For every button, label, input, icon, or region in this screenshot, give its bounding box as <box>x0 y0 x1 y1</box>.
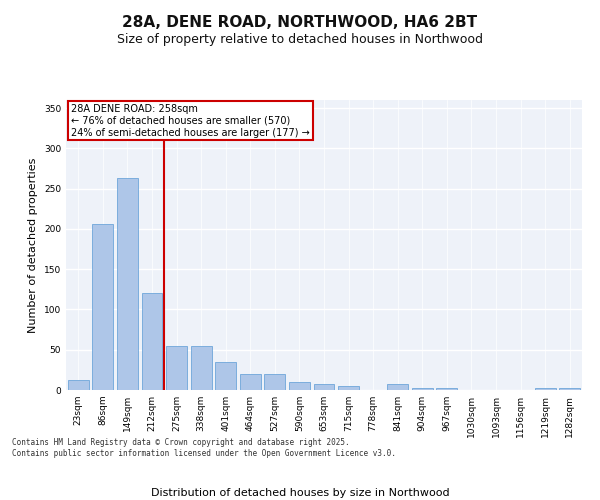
Bar <box>191 346 212 390</box>
Bar <box>166 346 187 390</box>
Bar <box>314 384 334 390</box>
Bar <box>68 380 89 390</box>
Bar <box>535 388 556 390</box>
Bar <box>436 388 457 390</box>
Bar <box>412 388 433 390</box>
Bar <box>289 382 310 390</box>
Bar <box>265 374 286 390</box>
Y-axis label: Number of detached properties: Number of detached properties <box>28 158 38 332</box>
Bar <box>240 374 261 390</box>
Text: Size of property relative to detached houses in Northwood: Size of property relative to detached ho… <box>117 32 483 46</box>
Text: 28A DENE ROAD: 258sqm
← 76% of detached houses are smaller (570)
24% of semi-det: 28A DENE ROAD: 258sqm ← 76% of detached … <box>71 104 310 138</box>
Bar <box>142 294 163 390</box>
Bar <box>338 386 359 390</box>
Bar <box>117 178 138 390</box>
Text: Contains HM Land Registry data © Crown copyright and database right 2025.
Contai: Contains HM Land Registry data © Crown c… <box>12 438 396 458</box>
Text: 28A, DENE ROAD, NORTHWOOD, HA6 2BT: 28A, DENE ROAD, NORTHWOOD, HA6 2BT <box>122 15 478 30</box>
Bar <box>387 384 408 390</box>
Bar <box>215 362 236 390</box>
Text: Distribution of detached houses by size in Northwood: Distribution of detached houses by size … <box>151 488 449 498</box>
Bar <box>559 388 580 390</box>
Bar <box>92 224 113 390</box>
